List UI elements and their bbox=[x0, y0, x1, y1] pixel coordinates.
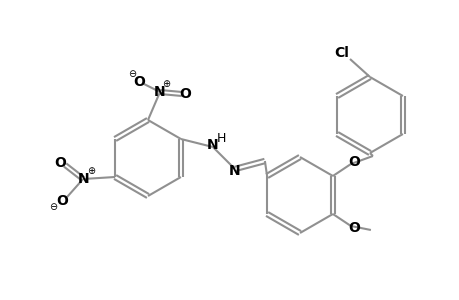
Text: O: O bbox=[56, 194, 68, 208]
Text: O: O bbox=[133, 75, 145, 89]
Text: ⊕: ⊕ bbox=[87, 166, 95, 176]
Text: ⊕: ⊕ bbox=[162, 79, 170, 89]
Text: O: O bbox=[347, 221, 359, 235]
Text: N: N bbox=[229, 164, 240, 178]
Text: N: N bbox=[77, 172, 89, 186]
Text: O: O bbox=[54, 156, 66, 170]
Text: O: O bbox=[179, 87, 190, 101]
Text: ⊖: ⊖ bbox=[49, 202, 57, 212]
Text: H: H bbox=[217, 131, 226, 145]
Text: ⊖: ⊖ bbox=[128, 69, 136, 79]
Text: O: O bbox=[347, 155, 359, 169]
Text: N: N bbox=[207, 138, 218, 152]
Text: N: N bbox=[154, 85, 165, 99]
Text: Cl: Cl bbox=[334, 46, 349, 60]
